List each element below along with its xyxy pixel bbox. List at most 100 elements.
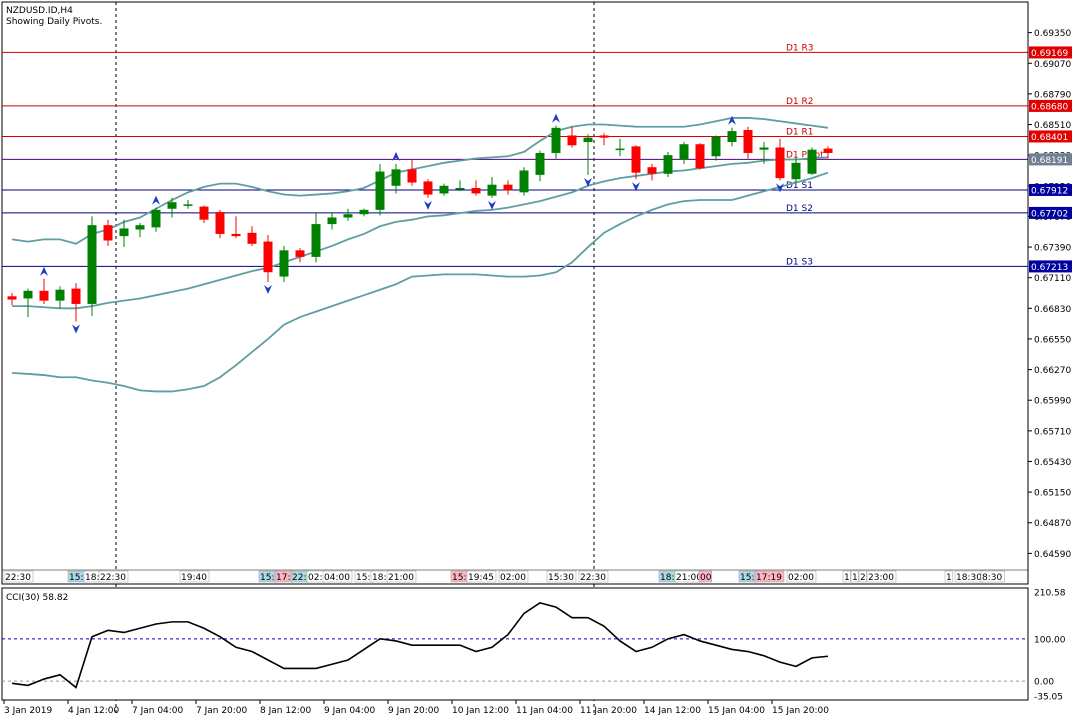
- pivot-level-label: D1 R1: [786, 127, 814, 137]
- session-tag-text: 00: [700, 573, 712, 583]
- price-badge: [1029, 260, 1072, 273]
- fractal-down-arrow: [424, 200, 432, 210]
- fractal-up-arrow: [728, 115, 736, 125]
- candle-body: [423, 181, 433, 195]
- bullish-candle: [679, 142, 689, 164]
- price-badge: [1029, 153, 1072, 166]
- session-tag-text: 15:: [260, 573, 274, 583]
- candle-body: [39, 290, 49, 301]
- price-tick-label: 0.68510: [1034, 121, 1071, 131]
- candle-body: [279, 250, 289, 277]
- candle-body: [631, 146, 641, 173]
- bearish-candle: [295, 248, 305, 263]
- bearish-candle: [775, 138, 785, 181]
- bullish-candle: [391, 163, 401, 194]
- candle-body: [247, 232, 257, 244]
- price-tick-label: 0.64870: [1034, 519, 1071, 529]
- time-tick-label: 15 Jan 20:00: [772, 706, 829, 716]
- bullish-candle: [583, 134, 593, 175]
- fractal-up-arrow: [552, 113, 560, 123]
- candle-body: [231, 233, 241, 237]
- session-tag-text: 15:: [740, 573, 754, 583]
- bearish-candle: [103, 219, 113, 246]
- bullish-candle: [727, 127, 737, 147]
- candle-body: [775, 147, 785, 179]
- candle-body: [327, 217, 337, 225]
- bullish-candle: [23, 288, 33, 318]
- bearish-candle: [231, 216, 241, 239]
- bearish-candle: [471, 180, 481, 196]
- bearish-candle: [263, 235, 273, 283]
- candle-body: [359, 209, 369, 215]
- price-tick-label: 0.65710: [1034, 427, 1071, 437]
- bullish-candle: [87, 216, 97, 316]
- bullish-candle: [119, 219, 129, 248]
- candle-body: [87, 225, 97, 304]
- price-axis[interactable]: 0.693500.690700.687900.685100.682300.679…: [1027, 2, 1071, 584]
- session-tag-text: 18:: [85, 573, 99, 583]
- candle-body: [215, 212, 225, 234]
- session-tag-text: 04:00: [324, 573, 350, 583]
- bearish-candle: [39, 278, 49, 304]
- time-tick-label: 10 Jan 12:00: [452, 706, 509, 716]
- candle-body: [103, 225, 113, 241]
- candle-body: [679, 144, 689, 160]
- session-tag: [498, 570, 529, 583]
- candle-body: [455, 187, 465, 190]
- session-tag: [866, 570, 897, 583]
- session-tag-text: 19:40: [181, 573, 207, 583]
- candle-body: [807, 149, 817, 174]
- cci-panel[interactable]: CCI(30) 58.82 210.58 100.00 0.00 -35.05: [1, 587, 1066, 703]
- price-panel[interactable]: D1 R3 D1 R2 D1 R1 D1 Pivot D1 S1 D1 S2 D1 S3 N…: [1, 1, 1029, 715]
- price-badge: [1029, 183, 1072, 196]
- session-tag: [842, 570, 851, 583]
- fractal-down-arrow: [488, 200, 496, 210]
- candle-body: [7, 296, 17, 300]
- session-tag-text: 21:00: [676, 573, 702, 583]
- session-tag: [858, 570, 867, 583]
- time-axis: 3 Jan 2019 4 Jan 12:00 7 Jan 04:00 7 Jan 20…: [3, 700, 829, 716]
- session-tag-text: 22:: [292, 573, 306, 583]
- price-badge: [1029, 206, 1072, 219]
- bullish-candle: [487, 177, 497, 198]
- bearish-candle: [407, 159, 417, 186]
- bullish-candle: [327, 213, 337, 230]
- cci-axis: 210.58 100.00 0.00 -35.05: [1034, 589, 1066, 703]
- price-badge-text: 0.68191: [1031, 156, 1068, 166]
- session-tag: [3, 570, 34, 583]
- time-tick-label: 4 Jan 12:00: [68, 706, 120, 716]
- candle-body: [71, 288, 81, 304]
- fractal-arrows: [40, 113, 784, 334]
- session-tag-text: 1: [946, 573, 952, 583]
- pivot-subtitle: Showing Daily Pivots.: [6, 17, 102, 27]
- cci-title: CCI(30) 58.82: [6, 593, 68, 603]
- price-tick-label: 0.67390: [1034, 244, 1071, 254]
- session-tag-text: 15:: [452, 573, 466, 583]
- fractal-down-arrow: [776, 183, 784, 193]
- session-tag-text: 22:30: [5, 573, 31, 583]
- fractal-up-arrow: [152, 195, 160, 205]
- price-badge-text: 0.67912: [1031, 186, 1068, 196]
- time-tick-label: 8 Jan 12:00: [260, 706, 312, 716]
- bullish-candle: [519, 167, 529, 196]
- time-tick-label: 3 Jan 2019: [4, 706, 52, 716]
- session-tag: [786, 570, 817, 583]
- fractal-down-arrow: [72, 324, 80, 334]
- candle-body: [311, 224, 321, 257]
- candle-body: [695, 144, 705, 169]
- price-panel-frame: [1, 1, 1029, 585]
- price-tick-label: 0.66830: [1034, 305, 1071, 315]
- candle-body: [55, 289, 65, 301]
- candle-body: [151, 209, 161, 228]
- candle-body: [519, 170, 529, 193]
- candle-body: [663, 155, 673, 174]
- time-tick-label: 7 Jan 04:00: [132, 706, 184, 716]
- session-tag-text: 02:00: [500, 573, 526, 583]
- pivot-level-label: D1 R3: [786, 43, 814, 53]
- session-tag: [546, 570, 577, 583]
- price-tick-label: 0.64590: [1034, 550, 1071, 560]
- session-tag: [980, 570, 1005, 583]
- candles[interactable]: [7, 125, 833, 322]
- fractal-down-arrow: [264, 285, 272, 295]
